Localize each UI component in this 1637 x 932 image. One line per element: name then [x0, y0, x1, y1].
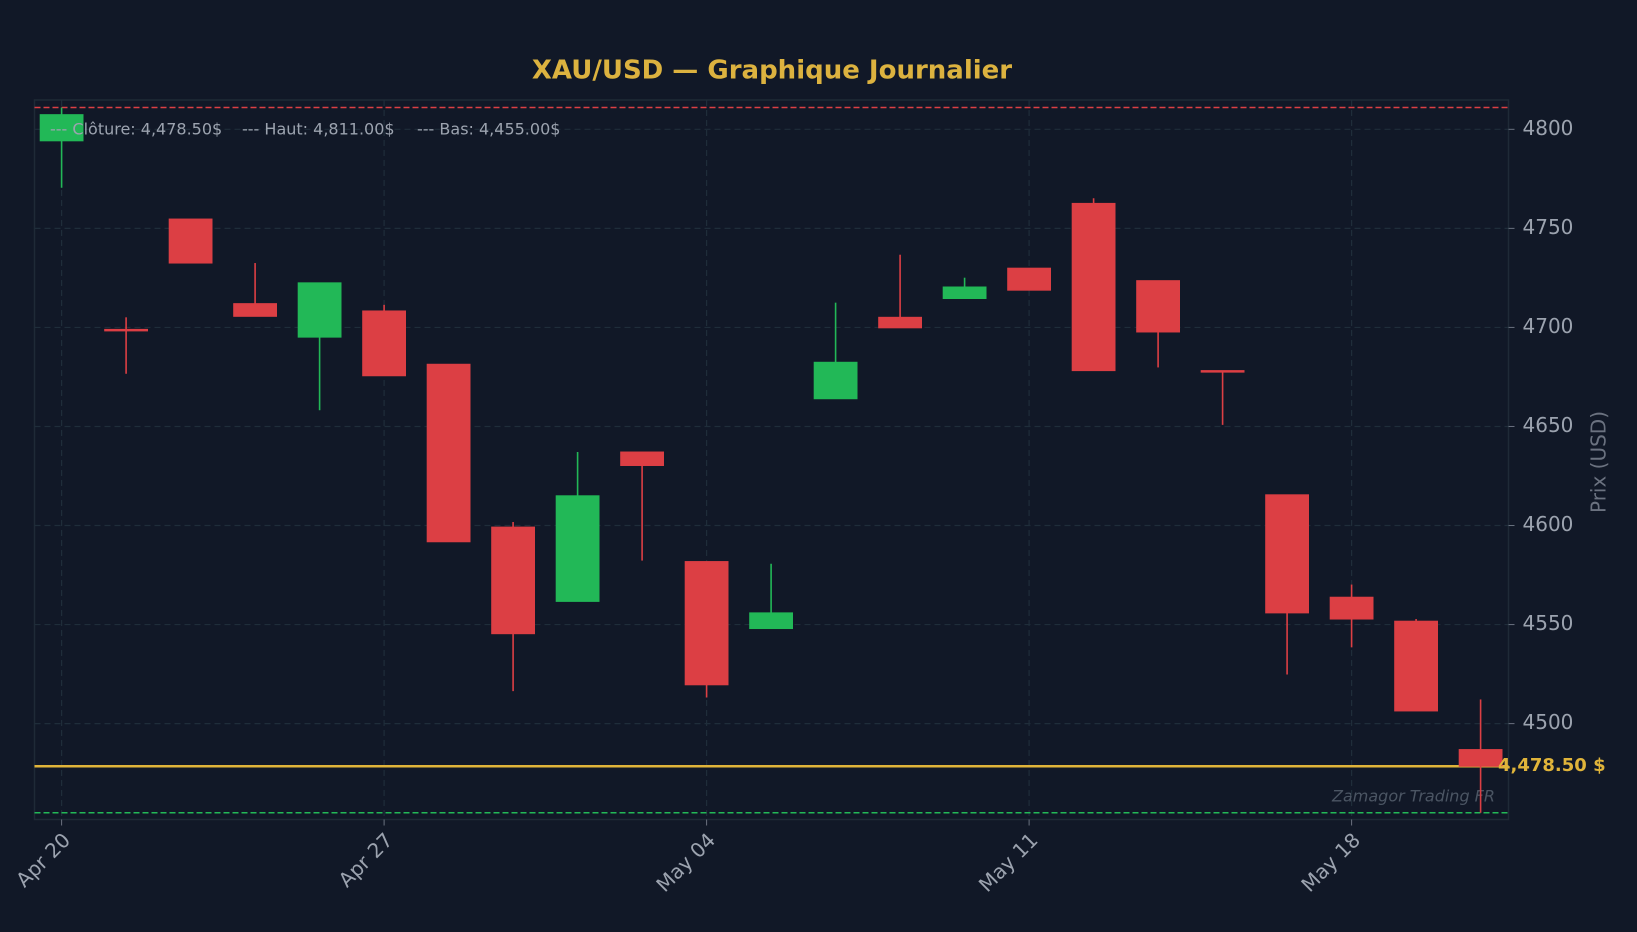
candle-body	[362, 310, 407, 377]
candle-body	[684, 561, 729, 686]
candle-body	[1136, 280, 1180, 333]
y-tick-label: 4650	[1523, 413, 1574, 437]
y-tick-label: 4550	[1523, 611, 1574, 635]
y-tick-label: 4500	[1523, 710, 1574, 734]
candle-body	[749, 612, 794, 630]
candle-body	[878, 316, 923, 329]
y-tick-label: 4600	[1523, 512, 1574, 536]
candle-body	[1329, 596, 1374, 620]
chart-title: XAU/USD — Graphique Journalier	[532, 56, 1012, 86]
candle-body	[555, 495, 600, 602]
candle-body	[1265, 494, 1309, 614]
y-axis-label: Prix (USD)	[1587, 411, 1611, 513]
legend-entry: --- Clôture: 4,478.50$	[50, 120, 222, 139]
candle-body	[39, 114, 84, 142]
candle-body	[1458, 749, 1503, 767]
y-tick-label: 4800	[1523, 116, 1574, 140]
candle-body	[942, 286, 987, 299]
candle-body	[1200, 370, 1245, 373]
candle-body	[620, 451, 665, 466]
y-tick-label: 4700	[1523, 314, 1574, 338]
candle-body	[168, 218, 213, 264]
plot-frame	[33, 99, 1510, 821]
candle-body	[1071, 202, 1116, 372]
candle-body	[233, 303, 277, 317]
candle-body	[1007, 267, 1052, 291]
candle-body	[297, 282, 342, 338]
watermark: Zamagor Trading FR	[1331, 787, 1495, 806]
candle-body	[813, 361, 858, 400]
legend-entry: --- Bas: 4,455.00$	[417, 120, 560, 139]
candle-body	[491, 526, 536, 635]
y-tick-label: 4750	[1523, 215, 1574, 239]
legend-entry: --- Haut: 4,811.00$	[242, 120, 395, 139]
candle-body	[426, 363, 471, 543]
candle-body	[1394, 620, 1438, 712]
price-label: 4,478.50 $	[1498, 755, 1606, 776]
candle-body	[104, 328, 148, 332]
